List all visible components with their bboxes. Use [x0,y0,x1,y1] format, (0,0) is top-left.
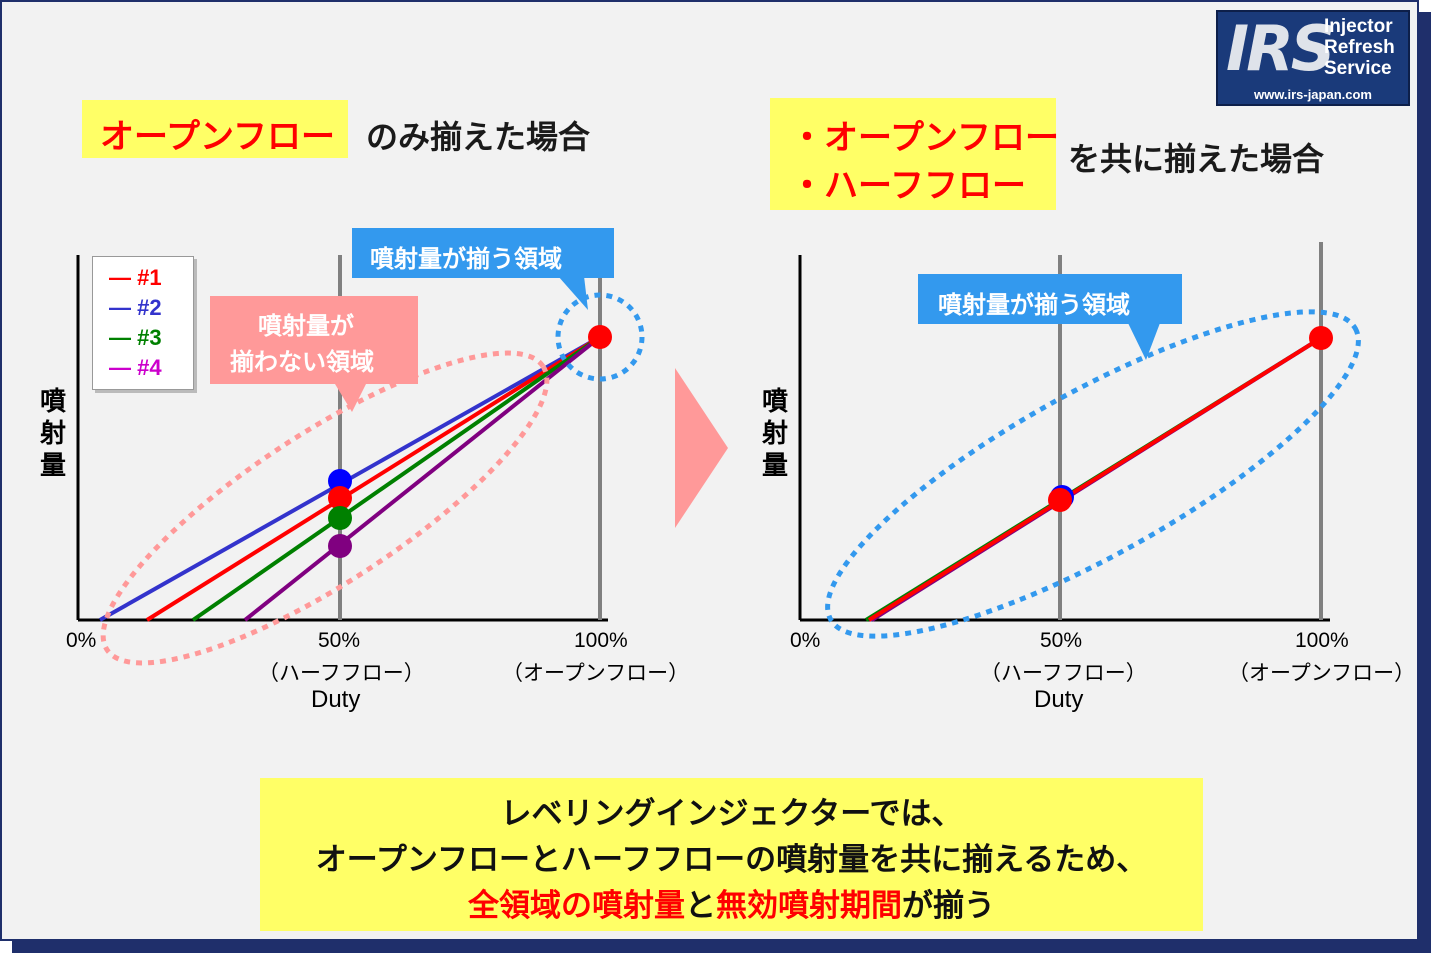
left-match-callout-pointer [558,276,588,310]
left-heading-highlight: オープンフロー [100,117,335,157]
right-tick-0: 0% [790,629,821,652]
left-mismatch-callout: 噴射量が 揃わない領域 [210,296,418,384]
left-mismatch-callout-line2: 揃わない領域 [230,348,374,376]
right-tick-100-sub: （オープンフロー） [1228,661,1416,685]
legend-item-4: — #4 [109,355,162,380]
left-line-3 [191,335,602,622]
logo-url: www.irs-japan.com [1254,87,1372,102]
left-tick-50-sub: （ハーフフロー） [258,661,425,685]
left-point-1-half [328,486,352,510]
left-point-3-half [328,506,352,530]
right-y-axis-label: 噴射量 [761,387,788,481]
right-match-callout: 噴射量が揃う領域 [918,274,1182,324]
conclusion-line-1: レベリングインジェクターでは、 [500,796,963,832]
conclusion-box: レベリングインジェクターでは、 オープンフローとハーフフローの噴射量を共に揃える… [260,778,1203,931]
left-mismatch-callout-line1: 噴射量が [258,312,354,340]
legend-box: — #1 — #2 — #3 — #4 [92,256,194,390]
right-x-axis-label: Duty [1034,686,1084,713]
right-tick-50: 50% [1040,629,1083,652]
conclusion-line-3: 全領域の噴射量と無効噴射期間が揃う [260,880,1203,925]
right-line-1 [867,336,1323,622]
left-y-axis-label: 噴射量 [39,387,66,481]
transition-arrow [675,368,728,528]
logo-word-injector: Injector [1324,16,1393,37]
conclusion-line-2: オープンフローとハーフフローの噴射量を共に揃えるため、 [315,842,1148,878]
conclusion-red-2: 無効噴射期間 [716,888,902,924]
right-match-ellipse [825,309,1361,639]
slide-shadow-bottom [12,941,1431,953]
left-x-axis-label: Duty [311,686,361,713]
right-heading-item-half: ・ハーフフロー [790,166,1026,206]
left-line-1 [145,335,602,622]
left-match-callout: 噴射量が揃う領域 [352,228,614,278]
left-tick-100: 100% [574,629,628,652]
logo-word-service: Service [1324,58,1392,79]
left-tick-100-sub: （オープンフロー） [502,661,690,685]
conclusion-black-1: と [685,888,716,924]
logo-word-refresh: Refresh [1324,37,1395,58]
right-tick-100: 100% [1295,629,1349,652]
left-mismatch-callout-pointer [335,384,366,412]
right-point-open [1309,326,1333,350]
left-tick-50: 50% [318,629,361,652]
left-match-callout-text: 噴射量が揃う領域 [370,245,562,273]
slide-shadow-right [1419,12,1431,953]
right-heading-suffix: を共に揃えた場合 [1068,140,1325,178]
left-heading-highlight-box [82,100,348,158]
right-match-callout-text: 噴射量が揃う領域 [938,291,1130,319]
irs-logo: IRS Injector Refresh Service www.irs-jap… [1216,10,1410,106]
left-point-open [588,325,612,349]
left-point-2-half [328,469,352,493]
right-point-1-half [1048,488,1072,512]
legend-item-3: — #3 [109,325,162,350]
conclusion-black-2: が揃う [902,888,995,924]
logo-words: Injector Refresh Service [1324,16,1395,79]
left-point-4-half [328,534,352,558]
left-tick-0: 0% [66,629,97,652]
conclusion-red-1: 全領域の噴射量 [468,888,685,924]
left-match-circle [555,292,645,382]
legend-item-2: — #2 [109,295,162,320]
right-heading-highlight-box [770,98,1056,210]
logo-letters: IRS [1226,12,1335,85]
right-match-callout-pointer [1128,323,1160,360]
left-heading-suffix: のみ揃えた場合 [366,118,591,156]
right-heading-item-open: ・オープンフロー [790,118,1059,158]
legend-item-1: — #1 [109,265,162,290]
right-tick-50-sub: （ハーフフロー） [980,661,1147,685]
left-line-4 [243,335,602,622]
left-mismatch-ellipse [100,350,550,666]
right-chart [798,242,1361,639]
